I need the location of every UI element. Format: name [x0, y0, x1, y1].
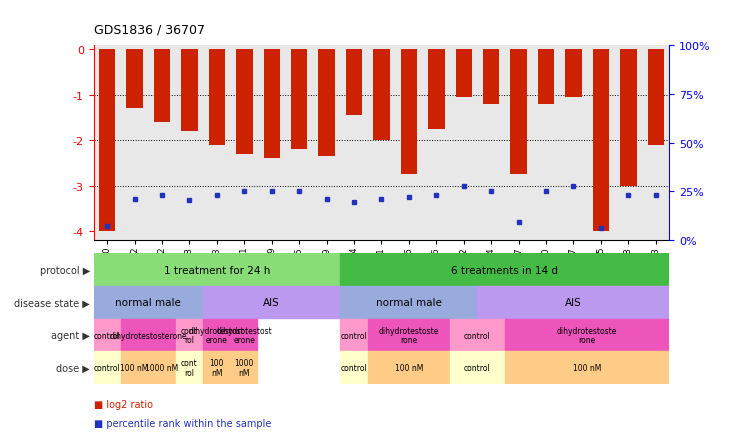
Bar	[346, 50, 362, 116]
Text: protocol ▶: protocol ▶	[40, 265, 90, 275]
Bar	[510, 50, 527, 175]
Bar	[154, 50, 171, 123]
Text: dihydrotestoste
rone: dihydrotestoste rone	[557, 326, 617, 345]
Bar	[648, 50, 664, 145]
Bar	[230, 319, 258, 352]
Text: GDS1836 / 36707: GDS1836 / 36707	[94, 24, 204, 37]
Bar	[94, 254, 340, 286]
Bar	[401, 50, 417, 175]
Text: dose ▶: dose ▶	[56, 363, 90, 373]
Text: control: control	[94, 363, 120, 372]
Bar	[121, 319, 176, 352]
Text: dihydrotestoste
rone: dihydrotestoste rone	[378, 326, 439, 345]
Bar	[505, 319, 669, 352]
Text: dihydrotestost
erone: dihydrotestost erone	[189, 326, 245, 345]
Bar	[565, 50, 582, 98]
Bar	[148, 352, 176, 384]
Bar	[121, 352, 148, 384]
Text: 1000
nM: 1000 nM	[235, 358, 254, 377]
Bar	[230, 352, 258, 384]
Bar	[483, 50, 500, 105]
Text: control: control	[464, 363, 491, 372]
Bar	[209, 50, 225, 145]
Bar	[176, 319, 203, 352]
Bar	[477, 286, 669, 319]
Bar	[450, 319, 505, 352]
Text: 6 treatments in 14 d: 6 treatments in 14 d	[451, 265, 559, 275]
Text: normal male: normal male	[376, 298, 442, 308]
Text: cont
rol: cont rol	[181, 326, 198, 345]
Bar	[373, 50, 390, 141]
Bar	[456, 50, 472, 98]
Text: ■ percentile rank within the sample: ■ percentile rank within the sample	[94, 418, 271, 428]
Text: control: control	[340, 331, 367, 340]
Bar	[94, 352, 121, 384]
Bar	[291, 50, 307, 150]
Bar	[368, 352, 450, 384]
Text: dihydrotestost
erone: dihydrotestost erone	[216, 326, 272, 345]
Text: 1 treatment for 24 h: 1 treatment for 24 h	[164, 265, 270, 275]
Bar	[340, 286, 477, 319]
Bar	[94, 286, 203, 319]
Bar	[505, 352, 669, 384]
Bar	[94, 319, 121, 352]
Bar	[126, 50, 143, 109]
Text: dihydrotestosterone: dihydrotestosterone	[109, 331, 187, 340]
Text: disease state ▶: disease state ▶	[14, 298, 90, 308]
Bar	[620, 50, 637, 186]
Bar	[99, 50, 115, 232]
Bar	[319, 50, 335, 157]
Bar	[203, 319, 230, 352]
Text: 100 nM: 100 nM	[573, 363, 601, 372]
Bar	[340, 352, 368, 384]
Bar	[592, 50, 609, 232]
Text: cont
rol: cont rol	[181, 358, 198, 377]
Bar	[538, 50, 554, 105]
Text: 100 nM: 100 nM	[395, 363, 423, 372]
Bar	[236, 50, 253, 155]
Text: AIS: AIS	[565, 298, 582, 308]
Bar	[428, 50, 444, 130]
Text: AIS: AIS	[263, 298, 280, 308]
Bar	[340, 319, 368, 352]
Bar	[176, 352, 203, 384]
Text: normal male: normal male	[115, 298, 181, 308]
Text: 100 nM: 100 nM	[120, 363, 149, 372]
Bar	[368, 319, 450, 352]
Bar	[450, 352, 505, 384]
Text: 100
nM: 100 nM	[209, 358, 224, 377]
Text: control: control	[464, 331, 491, 340]
Text: control: control	[340, 363, 367, 372]
Bar	[181, 50, 197, 132]
Text: agent ▶: agent ▶	[51, 330, 90, 340]
Bar	[263, 50, 280, 159]
Text: ■ log2 ratio: ■ log2 ratio	[94, 399, 153, 408]
Bar	[340, 254, 669, 286]
Text: control: control	[94, 331, 120, 340]
Bar	[203, 352, 230, 384]
Text: 1000 nM: 1000 nM	[145, 363, 179, 372]
Bar	[203, 286, 340, 319]
